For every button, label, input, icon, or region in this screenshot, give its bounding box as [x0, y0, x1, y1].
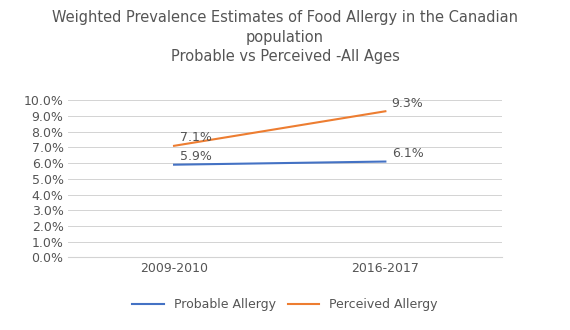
Text: 7.1%: 7.1%	[180, 131, 212, 144]
Probable Allergy	[382, 160, 389, 164]
Text: 6.1%: 6.1%	[392, 147, 424, 160]
Perceived Allergy	[170, 144, 177, 148]
Perceived Allergy	[382, 109, 389, 113]
Line: Probable Allergy: Probable Allergy	[174, 162, 385, 165]
Text: 9.3%: 9.3%	[392, 97, 424, 110]
Legend: Probable Allergy, Perceived Allergy: Probable Allergy, Perceived Allergy	[127, 293, 443, 316]
Probable Allergy	[170, 163, 177, 167]
Line: Perceived Allergy: Perceived Allergy	[174, 111, 385, 146]
Text: Weighted Prevalence Estimates of Food Allergy in the Canadian
population
Probabl: Weighted Prevalence Estimates of Food Al…	[52, 10, 518, 64]
Text: 5.9%: 5.9%	[180, 150, 212, 163]
